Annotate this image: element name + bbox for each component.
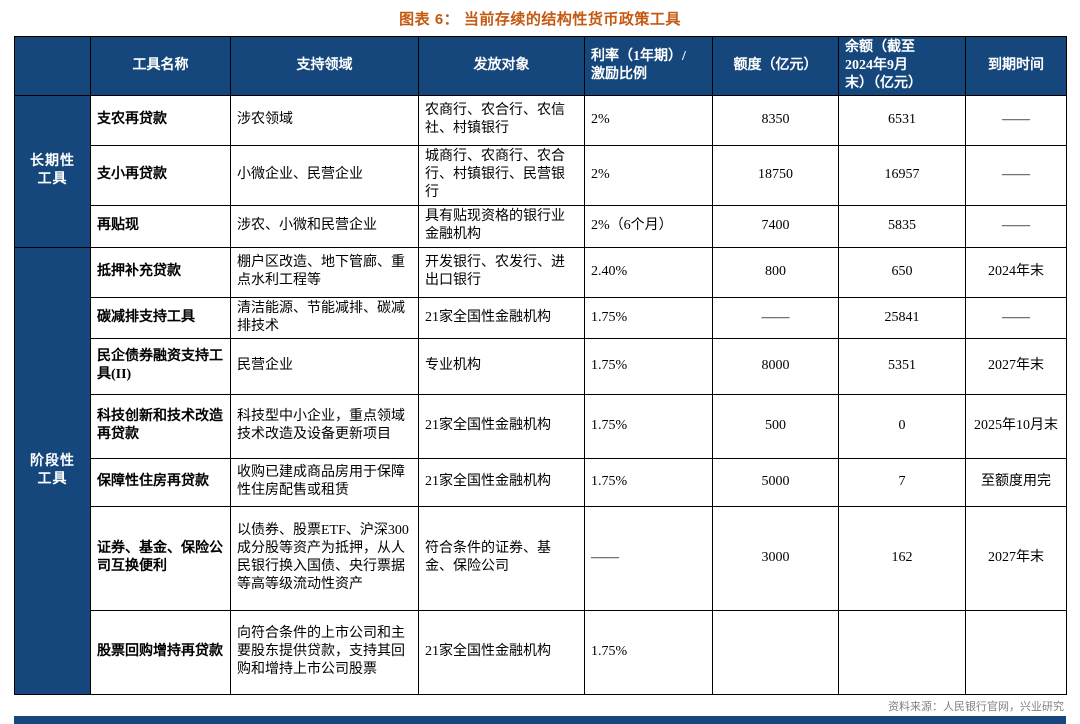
cell-tool: 证券、基金、保险公司互换便利 bbox=[90, 505, 231, 611]
cell-balance: 5351 bbox=[838, 337, 966, 395]
table-row: 长期性 工具 支农再贷款 涉农领域 农商行、农合行、农信社、村镇银行 2% 8350 653… bbox=[14, 94, 1067, 248]
column-header: 余额（截至 2024年9月 末）（亿元） bbox=[838, 36, 966, 96]
table-row: 碳减排支持工具 清洁能源、节能减排、碳减排技术 21家全国性金融机构 1.75% —— 2… bbox=[15, 296, 1067, 339]
table-footer: 资料来源：人民银行官网，兴业研究 bbox=[14, 697, 1066, 724]
column-header: 工具名称 bbox=[90, 36, 231, 96]
cell-target: 21家全国性金融机构 bbox=[418, 393, 585, 459]
cell-maturity: —— bbox=[965, 94, 1067, 146]
cell-balance bbox=[838, 609, 966, 695]
cell-tool: 支小再贷款 bbox=[90, 144, 231, 206]
column-header: 发放对象 bbox=[418, 36, 585, 96]
cell-maturity bbox=[965, 609, 1067, 695]
table-row: 证券、基金、保险公司互换便利 以债券、股票ETF、沪深300成分股等资产为抵押，从… bbox=[15, 505, 1067, 611]
cell-area: 收购已建成商品房用于保障性住房配售或租赁 bbox=[230, 457, 419, 507]
cell-tool: 股票回购增持再贷款 bbox=[90, 609, 231, 695]
table-row: 支小再贷款 小微企业、民营企业 城商行、农商行、农合行、村镇银行、民营银行 2% 187… bbox=[15, 144, 1067, 206]
cell-maturity: 2024年末 bbox=[965, 246, 1067, 298]
cell-balance: 6531 bbox=[838, 94, 966, 146]
cell-balance: 7 bbox=[838, 457, 966, 507]
cell-maturity: 2025年10月末 bbox=[965, 393, 1067, 459]
cell-quota: —— bbox=[712, 296, 839, 339]
cell-maturity: 至额度用完 bbox=[965, 457, 1067, 507]
cell-balance: 162 bbox=[838, 505, 966, 611]
cell-target: 开发银行、农发行、进出口银行 bbox=[418, 246, 585, 298]
table-row: 阶段性 工具 抵押补充贷款 棚户区改造、地下管廊、重点水利工程等 开发银行、农发行、进… bbox=[14, 246, 1067, 695]
cell-area: 民营企业 bbox=[230, 337, 419, 395]
cell-balance: 25841 bbox=[838, 296, 966, 339]
cell-maturity: —— bbox=[965, 296, 1067, 339]
table-row: 再贴现 涉农、小微和民营企业 具有贴现资格的银行业金融机构 2%（6个月） 7400 58… bbox=[15, 204, 1067, 248]
cell-area: 棚户区改造、地下管廊、重点水利工程等 bbox=[230, 246, 419, 298]
cell-area: 以债券、股票ETF、沪深300成分股等资产为抵押，从人民银行换入国债、央行票据等… bbox=[230, 505, 419, 611]
cell-rate: —— bbox=[584, 505, 713, 611]
cell-balance: 16957 bbox=[838, 144, 966, 206]
cell-rate: 2%（6个月） bbox=[584, 204, 713, 248]
cell-quota: 3000 bbox=[712, 505, 839, 611]
cell-maturity: —— bbox=[965, 144, 1067, 206]
cell-target: 农商行、农合行、农信社、村镇银行 bbox=[418, 94, 585, 146]
cell-area: 向符合条件的上市公司和主要股东提供贷款，支持其回购和增持上市公司股票 bbox=[230, 609, 419, 695]
column-header: 额度（亿元） bbox=[712, 36, 839, 96]
cell-maturity: 2027年末 bbox=[965, 505, 1067, 611]
cell-rate: 2.40% bbox=[584, 246, 713, 298]
row-group-label: 长期性 工具 bbox=[14, 94, 91, 248]
table-body: 长期性 工具 支农再贷款 涉农领域 农商行、农合行、农信社、村镇银行 2% 8350 653… bbox=[14, 94, 1067, 695]
policy-tools-table: 工具名称 支持领域 发放对象 利率（1年期）/ 激励比例 额度（亿元） 余额（截至 202… bbox=[14, 36, 1067, 695]
cell-area: 小微企业、民营企业 bbox=[230, 144, 419, 206]
cell-rate: 2% bbox=[584, 144, 713, 206]
cell-quota bbox=[712, 609, 839, 695]
cell-target: 21家全国性金融机构 bbox=[418, 296, 585, 339]
cell-rate: 1.75% bbox=[584, 609, 713, 695]
cell-area: 涉农领域 bbox=[230, 94, 419, 146]
row-group-label: 阶段性 工具 bbox=[14, 246, 91, 695]
cell-rate: 1.75% bbox=[584, 457, 713, 507]
cell-target: 城商行、农商行、农合行、村镇银行、民营银行 bbox=[418, 144, 585, 206]
cell-rate: 1.75% bbox=[584, 337, 713, 395]
table-row: 民企债券融资支持工具(II) 民营企业 专业机构 1.75% 8000 5351 2027年… bbox=[15, 337, 1067, 395]
table-row: 股票回购增持再贷款 向符合条件的上市公司和主要股东提供贷款，支持其回购和增持上市公… bbox=[15, 609, 1067, 695]
cell-area: 涉农、小微和民营企业 bbox=[230, 204, 419, 248]
source-note: 资料来源：人民银行官网，兴业研究 bbox=[888, 700, 1064, 713]
cell-target: 专业机构 bbox=[418, 337, 585, 395]
table-header-row: 工具名称 支持领域 发放对象 利率（1年期）/ 激励比例 额度（亿元） 余额（截至 202… bbox=[14, 36, 1067, 96]
table-row: 科技创新和技术改造再贷款 科技型中小企业，重点领域技术改造及设备更新项目 21家全国… bbox=[15, 393, 1067, 459]
cell-target: 21家全国性金融机构 bbox=[418, 457, 585, 507]
cell-balance: 5835 bbox=[838, 204, 966, 248]
cell-balance: 650 bbox=[838, 246, 966, 298]
cell-quota: 8000 bbox=[712, 337, 839, 395]
cell-tool: 保障性住房再贷款 bbox=[90, 457, 231, 507]
cell-target: 具有贴现资格的银行业金融机构 bbox=[418, 204, 585, 248]
cell-maturity: 2027年末 bbox=[965, 337, 1067, 395]
cell-rate: 1.75% bbox=[584, 296, 713, 339]
category-header-cell bbox=[14, 36, 91, 96]
cell-quota: 5000 bbox=[712, 457, 839, 507]
cell-balance: 0 bbox=[838, 393, 966, 459]
cell-tool: 民企债券融资支持工具(II) bbox=[90, 337, 231, 395]
figure-title: 图表 6： 当前存续的结构性货币政策工具 bbox=[399, 11, 681, 28]
cell-quota: 500 bbox=[712, 393, 839, 459]
cell-quota: 7400 bbox=[712, 204, 839, 248]
cell-target: 符合条件的证券、基金、保险公司 bbox=[418, 505, 585, 611]
cell-tool: 支农再贷款 bbox=[90, 94, 231, 146]
cell-area: 清洁能源、节能减排、碳减排技术 bbox=[230, 296, 419, 339]
cell-tool: 碳减排支持工具 bbox=[90, 296, 231, 339]
cell-tool: 再贴现 bbox=[90, 204, 231, 248]
column-header: 支持领域 bbox=[230, 36, 419, 96]
cell-rate: 1.75% bbox=[584, 393, 713, 459]
cell-quota: 18750 bbox=[712, 144, 839, 206]
cell-rate: 2% bbox=[584, 94, 713, 146]
column-header: 利率（1年期）/ 激励比例 bbox=[584, 36, 713, 96]
table-row: 保障性住房再贷款 收购已建成商品房用于保障性住房配售或租赁 21家全国性金融机构 1.… bbox=[15, 457, 1067, 507]
bottom-accent-bar bbox=[14, 715, 1066, 724]
cell-tool: 抵押补充贷款 bbox=[90, 246, 231, 298]
cell-target: 21家全国性金融机构 bbox=[418, 609, 585, 695]
cell-quota: 8350 bbox=[712, 94, 839, 146]
cell-area: 科技型中小企业，重点领域技术改造及设备更新项目 bbox=[230, 393, 419, 459]
column-header: 到期时间 bbox=[965, 36, 1067, 96]
cell-quota: 800 bbox=[712, 246, 839, 298]
cell-maturity: —— bbox=[965, 204, 1067, 248]
table-container: 工具名称 支持领域 发放对象 利率（1年期）/ 激励比例 额度（亿元） 余额（截至 202… bbox=[14, 36, 1067, 695]
cell-tool: 科技创新和技术改造再贷款 bbox=[90, 393, 231, 459]
